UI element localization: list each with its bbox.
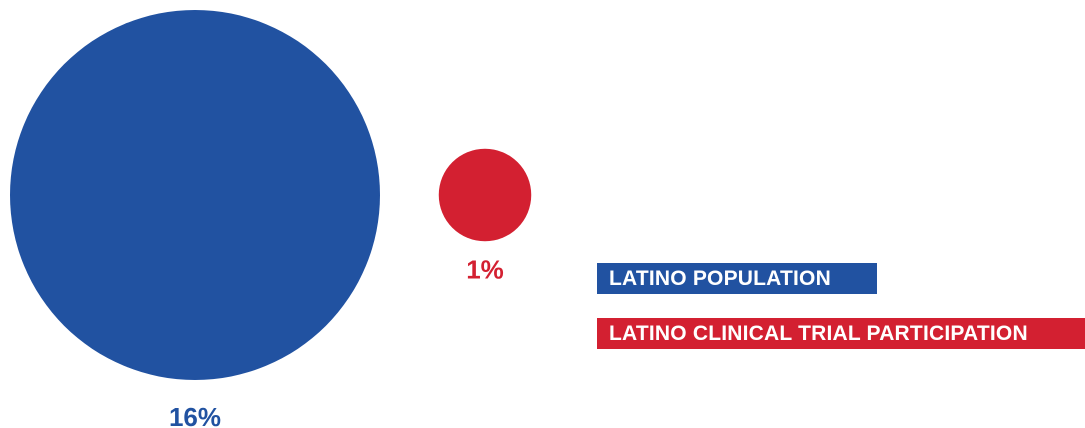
value-label-latino-population: 16% xyxy=(169,402,221,428)
bubble-latino-clinical-trial-participation xyxy=(438,148,532,242)
value-label-latino-clinical-trial-participation: 1% xyxy=(466,254,504,284)
legend-item-latino-clinical-trial-participation: LATINO CLINICAL TRIAL PARTICIPATION xyxy=(597,318,1085,349)
bubble-latino-population xyxy=(10,10,380,380)
legend-item-latino-population: LATINO POPULATION xyxy=(597,263,877,294)
